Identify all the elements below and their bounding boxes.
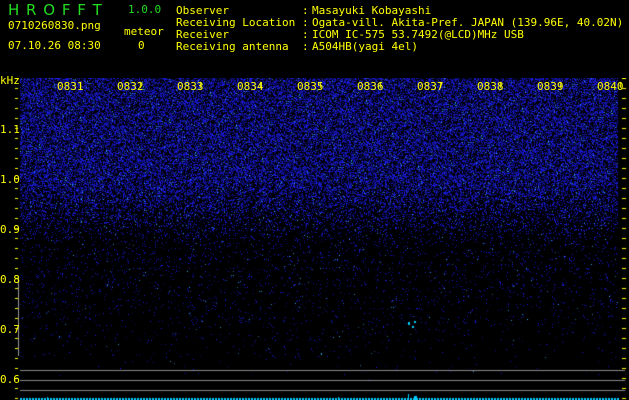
y-unit-label: kHz bbox=[0, 74, 20, 87]
info-value-antenna: A504HB(yagi 4el) bbox=[312, 40, 418, 53]
time-label: 0839 bbox=[537, 80, 564, 93]
info-separator: : bbox=[302, 40, 309, 53]
info-separator: : bbox=[302, 28, 309, 41]
info-value-receiver: ICOM IC-575 53.7492(@LCD)MHz USB bbox=[312, 28, 524, 41]
freq-label: 0.9 bbox=[0, 223, 20, 236]
info-separator: : bbox=[302, 4, 309, 17]
time-label: 0835 bbox=[297, 80, 324, 93]
time-label: 0840 bbox=[597, 80, 624, 93]
app-logo: H R O F F T bbox=[8, 1, 103, 19]
filename: 0710260830.png bbox=[8, 19, 101, 32]
info-key-antenna: Receiving antenna bbox=[176, 40, 289, 53]
freq-label: 0.6 bbox=[0, 373, 20, 386]
freq-label: 0.8 bbox=[0, 273, 20, 286]
info-value-observer: Masayuki Kobayashi bbox=[312, 4, 432, 17]
freq-label: 1.1 bbox=[0, 123, 20, 136]
freq-label: 0.7 bbox=[0, 323, 20, 336]
time-label: 0837 bbox=[417, 80, 444, 93]
time-label: 0838 bbox=[477, 80, 504, 93]
info-separator: : bbox=[302, 16, 309, 29]
time-label: 0831 bbox=[57, 80, 84, 93]
datetime: 07.10.26 08:30 bbox=[8, 39, 101, 52]
info-key-receiver: Receiver bbox=[176, 28, 229, 41]
spectrogram bbox=[0, 78, 629, 400]
time-label: 0833 bbox=[177, 80, 204, 93]
time-label: 0836 bbox=[357, 80, 384, 93]
meteor-count: 0 bbox=[138, 39, 145, 52]
freq-label: 1.0 bbox=[0, 173, 20, 186]
info-value-location: Ogata-vill. Akita-Pref. JAPAN (139.96E, … bbox=[312, 16, 624, 29]
meteor-label: meteor bbox=[124, 25, 164, 38]
time-label: 0832 bbox=[117, 80, 144, 93]
time-label: 0834 bbox=[237, 80, 264, 93]
info-key-observer: Observer bbox=[176, 4, 229, 17]
app-version: 1.0.0 bbox=[128, 3, 162, 16]
info-key-location: Receiving Location bbox=[176, 16, 296, 29]
